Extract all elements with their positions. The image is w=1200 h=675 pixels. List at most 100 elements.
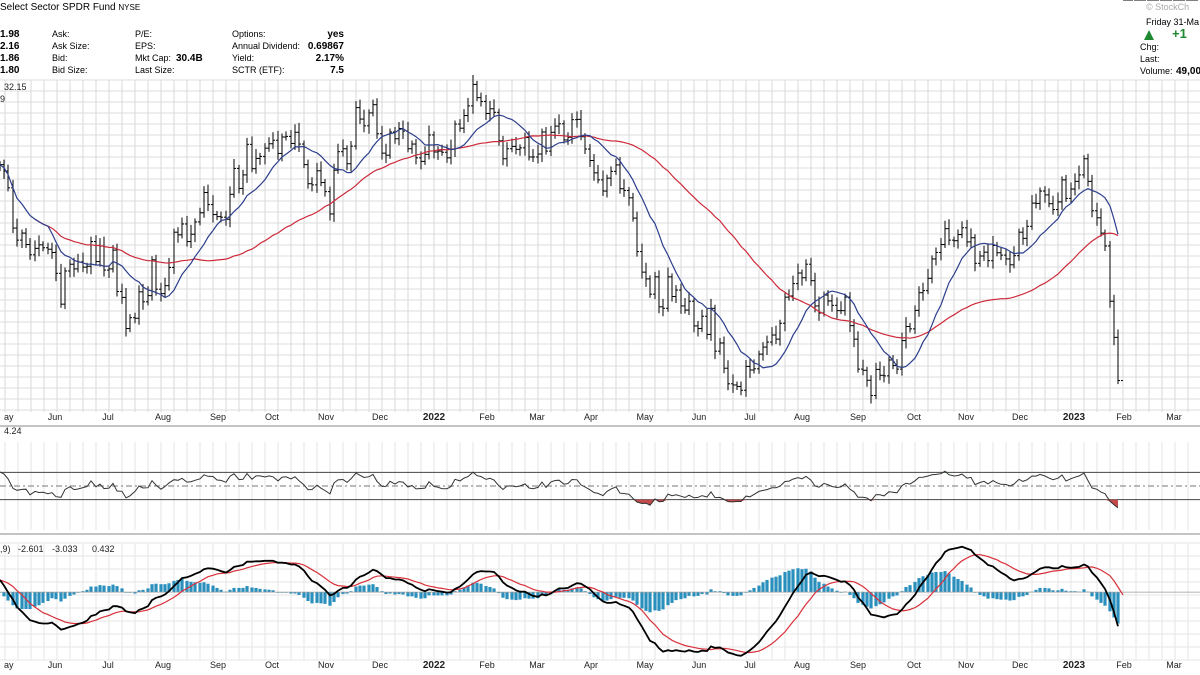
macd-histogram-bar-86 <box>371 584 375 593</box>
macd-histogram-bar-84 <box>362 585 366 593</box>
price-legend: 32.15 <box>4 82 27 92</box>
x-axis-label-17-1: Oct <box>907 660 922 670</box>
x-axis-label-8-0: 2022 <box>423 412 446 423</box>
x-axis-label-12-1: May <box>636 660 654 670</box>
macd-histogram-bar-101 <box>436 592 440 596</box>
macd-histogram-bar-242 <box>1047 588 1051 593</box>
macd-histogram-bar-2 <box>6 592 10 601</box>
quote-label-0: Ask: <box>52 29 70 39</box>
macd-histogram-bar-106 <box>458 589 462 593</box>
macd-histogram-bar-109 <box>471 582 475 593</box>
macd-histogram-bar-63 <box>271 590 275 593</box>
macd-histogram-bar-67 <box>289 592 293 594</box>
macd-histogram-bar-248 <box>1073 591 1077 593</box>
macd-histogram-bar-94 <box>406 592 410 597</box>
macd-histogram-bar-144 <box>622 592 626 598</box>
fund-info-value-3: 7.5 <box>330 65 344 76</box>
exchange-label: NYSE <box>118 3 141 12</box>
x-axis-label-19-0: Dec <box>1012 412 1029 422</box>
fundamental-label-1: EPS: <box>135 41 156 51</box>
x-axis-label-1-1: Jun <box>48 660 63 670</box>
x-axis-label-22-1: Mar <box>1166 660 1182 670</box>
volume-label: Volume: <box>1140 66 1173 76</box>
macd-histogram-bar-138 <box>596 592 600 600</box>
x-axis-label-12-0: May <box>636 412 654 422</box>
x-axis-label-19-1: Dec <box>1012 660 1029 670</box>
macd-histogram-bar-184 <box>796 568 800 593</box>
macd-line <box>0 545 1119 657</box>
macd-histogram-bar-51 <box>219 589 223 593</box>
macd-histogram-bar-160 <box>692 592 696 597</box>
macd-histogram-bar-49 <box>211 585 215 593</box>
macd-histogram-bar-191 <box>826 586 830 593</box>
macd-histogram-bar-96 <box>414 592 418 598</box>
macd-histogram-bar-41 <box>176 579 180 593</box>
macd-histogram-bar-87 <box>375 586 379 593</box>
macd-histogram-bar-192 <box>830 588 834 593</box>
macd-histogram-bar-36 <box>154 583 158 593</box>
macd-histogram-bar-43 <box>185 580 189 593</box>
macd-histogram-bar-68 <box>293 592 297 594</box>
macd-histogram-bar-91 <box>393 592 397 595</box>
macd-histogram-bar-237 <box>1025 592 1029 595</box>
macd-histogram-bar-166 <box>718 591 722 593</box>
macd-histogram-bar-19 <box>81 591 85 593</box>
macd-histogram-bar-233 <box>1008 592 1012 601</box>
fundamental-label-3: Last Size: <box>135 65 175 75</box>
macd-histogram-bar-15 <box>63 592 67 599</box>
x-axis-label-22-0: Mar <box>1166 412 1182 422</box>
macd-histogram-bar-75 <box>323 592 327 604</box>
macd-histogram-bar-201 <box>869 592 873 609</box>
macd-histogram-bar-45 <box>193 582 197 593</box>
x-axis-label-8-1: 2022 <box>423 660 446 671</box>
macd-histogram-bar-44 <box>189 581 193 593</box>
x-axis-label-15-1: Aug <box>794 660 810 670</box>
macd-histogram-bar-62 <box>267 589 271 593</box>
fund-info-label-0: Options: <box>232 29 266 39</box>
macd-histogram-bar-199 <box>861 592 865 605</box>
rsi-line <box>0 470 1119 509</box>
macd-histogram-bar-165 <box>713 591 717 593</box>
fund-info-label-3: SCTR (ETF): <box>232 65 285 75</box>
macd-histogram-bar-133 <box>575 587 579 593</box>
macd-histogram-bar-61 <box>263 589 267 593</box>
macd-histogram-bar-37 <box>159 584 163 593</box>
macd-histogram-bar-244 <box>1056 590 1060 593</box>
macd-histogram-bar-151 <box>653 592 657 611</box>
macd-histogram-bar-190 <box>822 583 826 593</box>
macd-histogram-bar-197 <box>852 592 856 599</box>
macd-histogram-bar-98 <box>423 592 427 599</box>
macd-histogram-bar-230 <box>995 592 999 600</box>
macd-histogram-bar-112 <box>484 586 488 593</box>
macd-histogram-bar-110 <box>475 582 479 593</box>
macd-histogram-bar-72 <box>310 592 314 604</box>
macd-histogram-bar-7 <box>28 592 32 609</box>
macd-histogram-bar-24 <box>102 585 106 593</box>
macd-histogram-bar-236 <box>1021 592 1025 597</box>
x-axis-label-20-1: 2023 <box>1063 660 1086 671</box>
x-axis-label-11-1: Apr <box>584 660 598 670</box>
macd-histogram-bar-47 <box>202 582 206 593</box>
price-legend-2: 9 <box>0 94 5 104</box>
macd-histogram-bar-226 <box>978 592 982 595</box>
macd-histogram-bar-95 <box>410 592 414 597</box>
macd-histogram-bar-157 <box>679 592 683 600</box>
macd-histogram-bar-155 <box>670 592 674 603</box>
chart-title: Select Sector SPDR Fund NYSE <box>0 2 140 13</box>
macd-histogram-bar-76 <box>328 592 332 606</box>
macd-histogram-bar-234 <box>1012 592 1016 601</box>
macd-histogram-bar-188 <box>813 577 817 593</box>
macd-histogram-bar-108 <box>466 585 470 593</box>
macd-histogram-bar-156 <box>674 592 678 601</box>
rsi-oversold-fill-148 <box>637 499 642 504</box>
fund-info-label-2: Yield: <box>232 53 255 63</box>
macd-histogram-bar-131 <box>566 589 570 593</box>
x-axis-label-7-0: Dec <box>372 412 389 422</box>
macd-value: -2.601 <box>18 544 44 554</box>
macd-histogram-bar-218 <box>943 571 947 593</box>
macd-histogram-bar-10 <box>41 592 45 603</box>
panel-legends: 32.15 9 4.24 ,9) -2.601 -3.033 0.432 <box>0 82 115 554</box>
macd-histogram-bar-25 <box>107 586 111 593</box>
macd-histogram-bar-38 <box>163 584 167 593</box>
